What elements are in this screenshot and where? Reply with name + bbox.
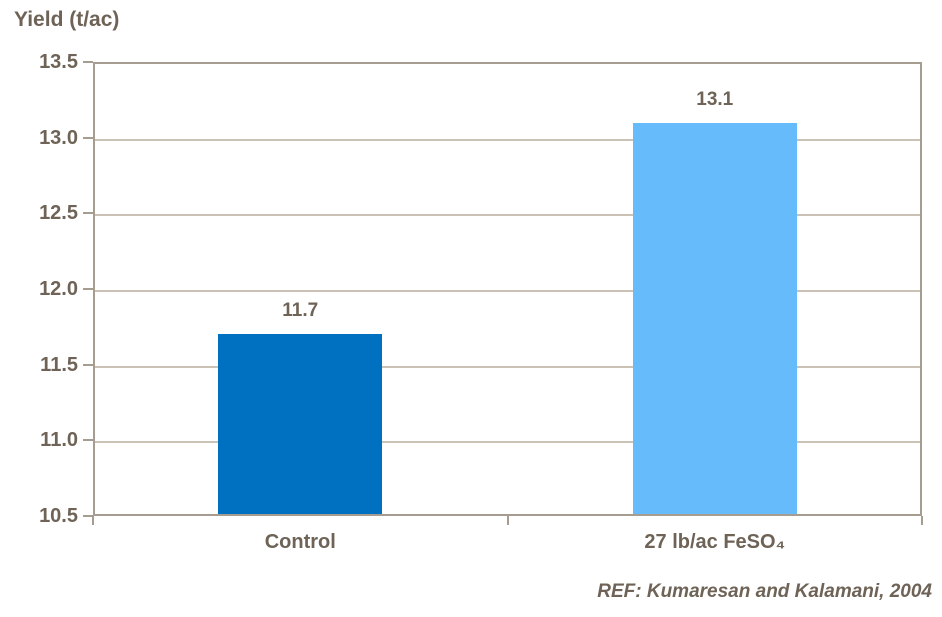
x-tick-mark: [92, 516, 94, 525]
gridline: [95, 290, 920, 292]
x-category-label: 27 lb/ac FeSO₄: [644, 531, 786, 553]
y-axis-tick-label: 12.5: [39, 202, 78, 225]
gridline: [95, 365, 920, 368]
gridline: [95, 214, 920, 217]
y-tick-mark: [83, 515, 93, 517]
y-tick-mark: [83, 363, 93, 366]
y-axis-tick-label: 10.5: [39, 505, 78, 527]
plot-area: [93, 62, 922, 516]
bar-value-label: 13.1: [696, 88, 734, 110]
y-tick-mark: [83, 439, 93, 442]
gridline: [95, 441, 920, 444]
y-axis-tick-label: 11.5: [40, 353, 78, 376]
gridline: [95, 138, 920, 141]
reference-citation: REF: Kumaresan and Kalamani, 2004: [597, 581, 932, 602]
x-tick-mark: [921, 516, 923, 525]
y-tick-mark: [83, 61, 93, 63]
x-category-label: Control: [264, 531, 336, 553]
bar-value-label: 11.7: [282, 300, 319, 322]
y-axis-tick-label: 11.0: [40, 429, 78, 452]
y-tick-mark: [83, 288, 93, 290]
x-tick-mark: [506, 516, 509, 525]
y-axis-tick-label: 13.5: [39, 51, 78, 73]
y-axis-tick-label: 13.0: [39, 126, 78, 149]
bar: [218, 334, 383, 514]
y-tick-mark: [83, 212, 93, 215]
bar: [632, 122, 797, 514]
chart-title: Yield (t/ac): [14, 8, 120, 31]
y-axis-tick-label: 12.0: [39, 278, 78, 300]
y-tick-mark: [83, 136, 93, 139]
